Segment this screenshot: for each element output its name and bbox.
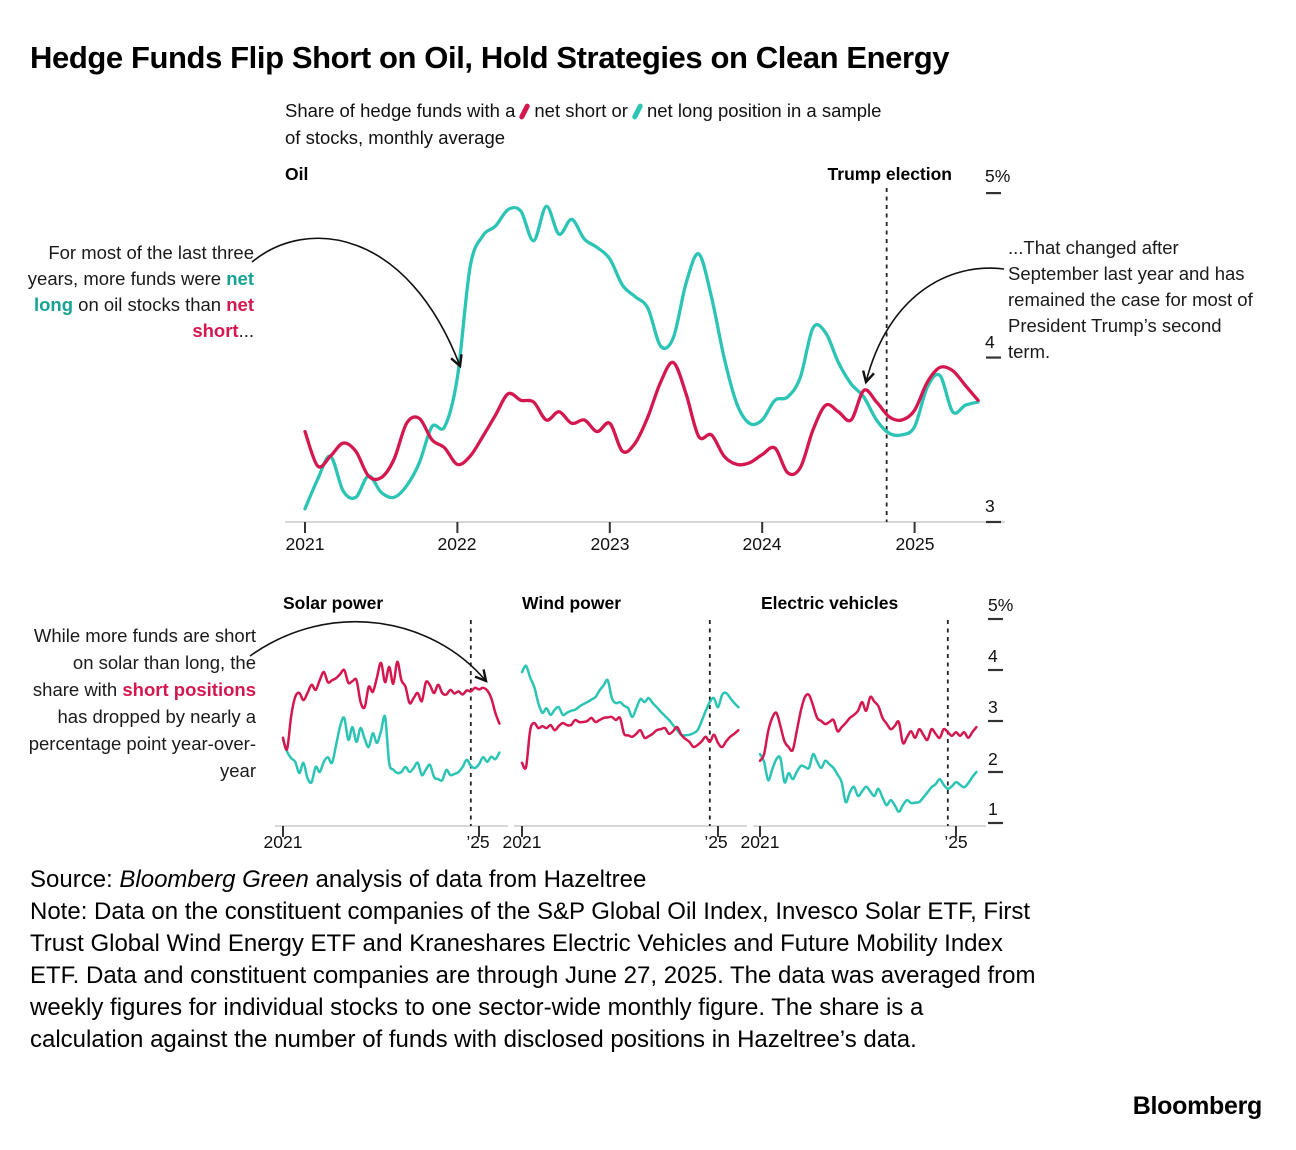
- net-short-slash-icon: [518, 102, 531, 121]
- ev-chart-title: Electric vehicles: [761, 593, 899, 613]
- wind-power-net-long-line: [520, 664, 740, 737]
- net-long-slash-icon: [631, 102, 644, 121]
- source-line: Source: Bloomberg Green analysis of data…: [30, 866, 647, 893]
- ev-x-label-2021: 2021: [740, 832, 780, 852]
- solar-power-net-short-line: [281, 660, 501, 751]
- oil-annotation-right: ...That changed after September last yea…: [1008, 237, 1253, 362]
- wind-power-net-short-line: [520, 715, 740, 770]
- bloomberg-green-credit: Bloomberg Green: [119, 866, 309, 893]
- electric-vehicles-net-short-line: [758, 693, 978, 763]
- oil-net-long-line: [303, 204, 980, 511]
- net-short-highlight: net short: [192, 294, 254, 341]
- solar-annotation: While more funds are short on solar than…: [28, 625, 256, 781]
- oil-y-axis-label-5: 5%: [985, 166, 1011, 186]
- oil-x-axis-label-2022: 2022: [437, 534, 477, 554]
- subtitle-line-2: of stocks, monthly average: [285, 127, 506, 148]
- oil-y-axis-label-3: 3: [985, 496, 995, 516]
- oil-x-axis-label-2024: 2024: [742, 534, 782, 554]
- note-text: Note: Data on the constituent companies …: [30, 898, 1036, 1053]
- oil-chart-title: Oil: [285, 164, 309, 184]
- oil-chart: [285, 188, 1005, 533]
- small-y-axis-label-3: 3: [988, 697, 998, 717]
- oil-annotation-left: For most of the last three years, more f…: [27, 242, 254, 341]
- trump-election-label: Trump election: [827, 164, 952, 184]
- oil-x-axis-label-2025: 2025: [895, 534, 935, 554]
- oil-net-short-line: [303, 360, 980, 482]
- solar-power-net-long-line: [281, 714, 501, 785]
- small-y-axis-label-1: 1: [988, 799, 998, 819]
- electric-vehicles-net-long-line: [758, 752, 978, 814]
- chart-subtitle: Share of hedge funds with a net short or n…: [285, 97, 1005, 151]
- small-multiples-chart: [275, 617, 1003, 837]
- small-y-axis-label-4: 4: [988, 646, 998, 666]
- small-y-axis-label-5: 5%: [988, 595, 1014, 615]
- wind-chart-title: Wind power: [522, 593, 622, 613]
- solar-x-label-2021: 2021: [263, 832, 303, 852]
- wind-x-label-25: ’25: [704, 832, 728, 852]
- solar-x-label-25: ’25: [466, 832, 490, 852]
- wind-x-label-2021: 2021: [502, 832, 542, 852]
- subtitle-line-1: Share of hedge funds with a net short or n…: [285, 100, 882, 121]
- ev-x-label-25: ’25: [944, 832, 968, 852]
- page-title: Hedge Funds Flip Short on Oil, Hold Stra…: [30, 40, 950, 75]
- net-long-highlight: net long: [33, 268, 254, 315]
- source-note: Source: Bloomberg Green analysis of data…: [30, 864, 1040, 1056]
- oil-x-axis-label-2023: 2023: [590, 534, 630, 554]
- solar-chart-title: Solar power: [283, 593, 384, 613]
- oil-x-axis-label-2021: 2021: [285, 534, 325, 554]
- small-y-axis-label-2: 2: [988, 749, 998, 769]
- short-positions-highlight: short positions: [122, 679, 256, 700]
- bloomberg-logo: Bloomberg: [1132, 1092, 1263, 1120]
